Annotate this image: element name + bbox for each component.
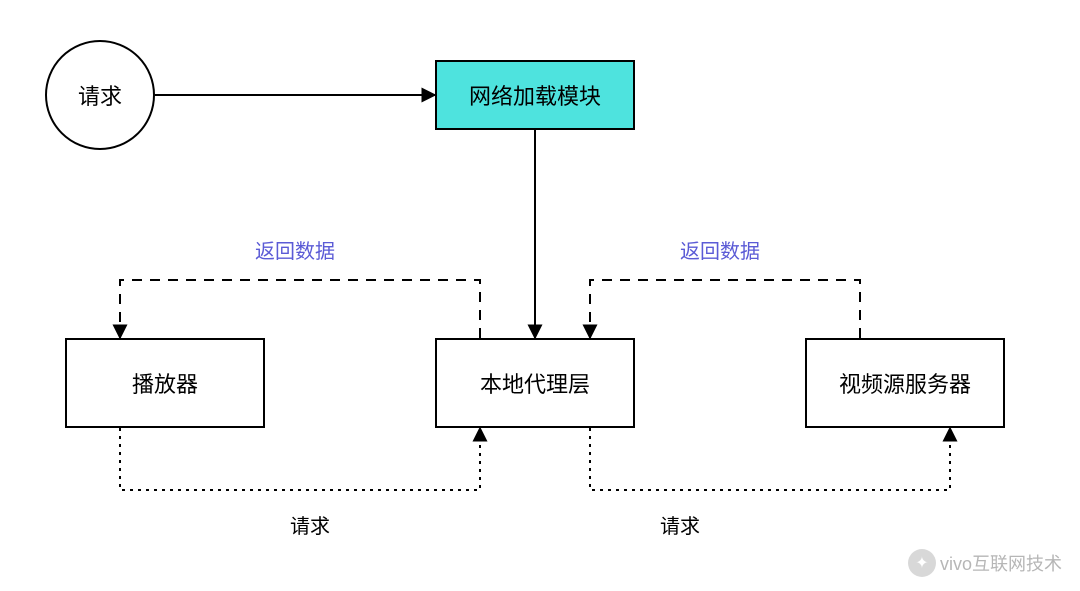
- edge-player_to_proxy_request: [120, 428, 480, 490]
- node-label: 网络加载模块: [469, 79, 601, 111]
- edge-label-proxy_to_server_request: 请求: [660, 510, 700, 539]
- wechat-icon: ✦: [908, 549, 936, 577]
- node-server: 视频源服务器: [805, 338, 1005, 428]
- edge-label-server_to_proxy_return: 返回数据: [680, 235, 760, 264]
- edge-proxy_to_server_request: [590, 428, 950, 490]
- edge-label-proxy_to_player_return: 返回数据: [255, 235, 335, 264]
- node-player: 播放器: [65, 338, 265, 428]
- node-request: 请求: [45, 40, 155, 150]
- watermark-text: vivo互联网技术: [940, 550, 1062, 576]
- node-label: 请求: [78, 79, 122, 111]
- edge-server_to_proxy_return: [590, 280, 860, 338]
- node-label: 本地代理层: [480, 367, 590, 399]
- watermark: ✦ vivo互联网技术: [908, 549, 1062, 577]
- node-label: 视频源服务器: [839, 367, 971, 399]
- node-proxy: 本地代理层: [435, 338, 635, 428]
- edge-label-player_to_proxy_request: 请求: [290, 510, 330, 539]
- node-label: 播放器: [132, 367, 198, 399]
- node-network: 网络加载模块: [435, 60, 635, 130]
- edge-proxy_to_player_return: [120, 280, 480, 338]
